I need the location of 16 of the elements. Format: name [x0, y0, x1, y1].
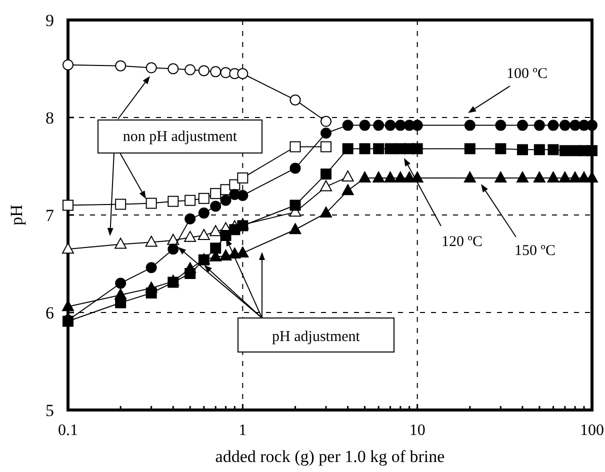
- y-tick-label: 7: [46, 206, 54, 225]
- annotation: 150 ºC: [514, 243, 556, 259]
- y-tick-label: 9: [46, 11, 54, 30]
- annotation: pH adjustment: [272, 329, 361, 345]
- y-tick-label: 5: [46, 401, 54, 420]
- y-tick-label: 6: [46, 304, 54, 322]
- annotation: 120 ºC: [442, 234, 482, 250]
- y-axis-title: pH: [7, 204, 26, 226]
- x-axis-title: added rock (g) per 1.0 kg of brine: [215, 447, 445, 466]
- annotation: 100 ºC: [506, 66, 548, 82]
- x-tick-label: 100: [580, 422, 604, 439]
- x-tick-label: 1: [238, 422, 247, 439]
- x-tick-label: 10: [409, 422, 426, 439]
- annotation: non pH adjustment: [122, 129, 238, 145]
- y-tick-label: 8: [46, 108, 54, 128]
- x-tick-label: 0.1: [58, 422, 78, 439]
